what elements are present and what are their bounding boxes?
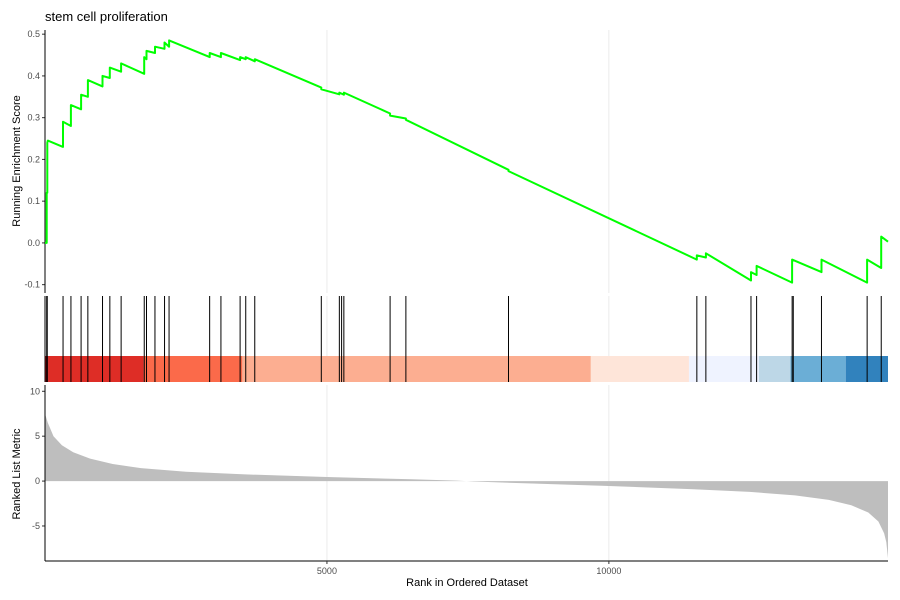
- x-axis-title: Rank in Ordered Dataset: [406, 577, 528, 589]
- es-y-axis-title: Running Enrichment Score: [11, 95, 23, 226]
- x-tick-label-1: 10000: [596, 566, 621, 576]
- metric-area: [45, 413, 888, 559]
- metric-y-axis-title: Ranked List Metric: [11, 428, 23, 520]
- es-y-tick-label-6: 0.5: [27, 29, 40, 39]
- es-y-tick-label-3: 0.2: [27, 154, 40, 164]
- x-tick-label-0: 5000: [317, 566, 337, 576]
- hits-panel: [44, 296, 888, 382]
- metric-y-tick-label-2: 5: [35, 431, 40, 441]
- gradient-band-5: [688, 356, 759, 382]
- chart-title: stem cell proliferation: [45, 9, 168, 24]
- es-y-tick-label-5: 0.4: [27, 71, 40, 81]
- es-y-tick-label-4: 0.3: [27, 113, 40, 123]
- gradient-band-3: [242, 356, 591, 382]
- es-y-tick-label-1: 0.0: [27, 238, 40, 248]
- metric-y-tick-label-1: 0: [35, 476, 40, 486]
- es-y-tick-label-0: -0.1: [24, 280, 40, 290]
- es-series-line: [45, 39, 889, 284]
- gradient-band-7: [790, 356, 846, 382]
- gradient-band-6: [758, 356, 791, 382]
- ranked-metric-panel: -5 0 5 10 5000 10000: [30, 385, 888, 576]
- enrichment-score-panel: -0.1 0.0 0.1 0.2 0.3 0.4 0.5: [24, 29, 889, 293]
- gradient-band-4: [590, 356, 689, 382]
- metric-y-tick-label-0: -5: [32, 521, 40, 531]
- gradient-band-1: [48, 356, 144, 382]
- gradient-band-2: [143, 356, 243, 382]
- es-y-tick-label-2: 0.1: [27, 196, 40, 206]
- metric-y-tick-label-3: 10: [30, 386, 40, 396]
